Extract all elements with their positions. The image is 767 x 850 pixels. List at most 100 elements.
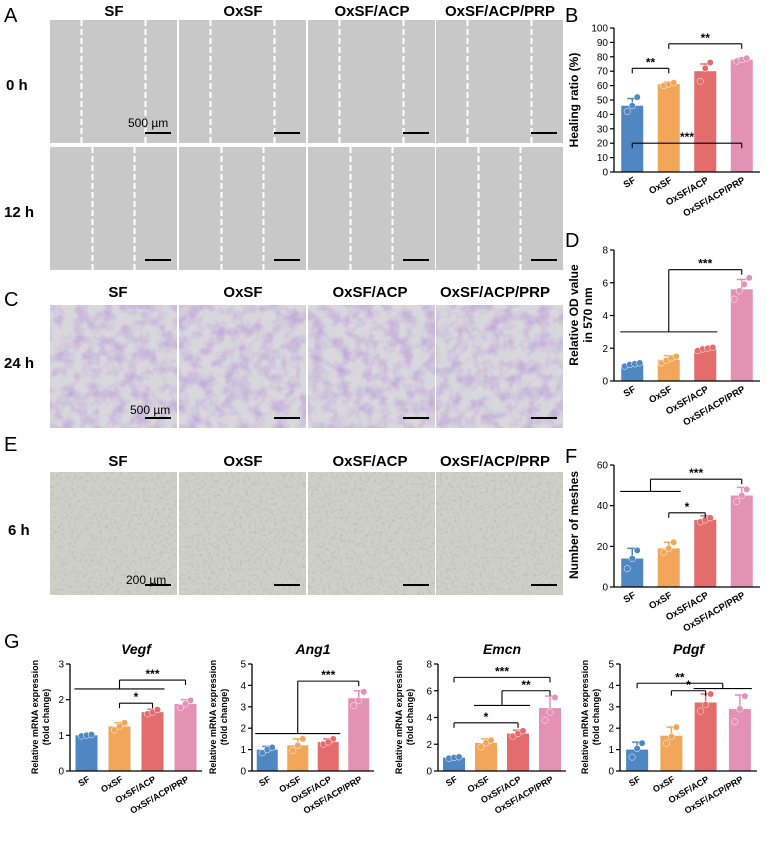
sig-label: *** [495, 664, 509, 678]
y-tick-label: 0 [608, 767, 614, 778]
bar-sf [626, 749, 649, 771]
bar-sf [75, 735, 98, 771]
micrograph-texture [179, 147, 306, 270]
micrograph-texture [436, 20, 563, 143]
x-tick-label: OxSF/ACP/PRP [681, 175, 747, 220]
data-point [706, 59, 714, 67]
y-axis-label: Relative mRNA expression [580, 660, 590, 774]
micrograph-texture [308, 20, 435, 143]
y-tick-label: 2 [602, 344, 608, 355]
panel-a-row-0h: 0 h [6, 77, 28, 94]
data-point [670, 538, 678, 546]
y-axis-label: (fold change) [219, 689, 229, 746]
panel-c-scale-label: 500 µm [130, 403, 170, 417]
y-tick-label: 60 [597, 81, 609, 92]
y-tick-label: 10 [597, 153, 609, 164]
y-tick-label: 2 [426, 740, 432, 751]
data-point [662, 739, 670, 747]
bar-oxsf-acp [507, 733, 529, 771]
y-axis-label: Number of meshes [567, 471, 581, 579]
bar-sf [621, 558, 644, 587]
bar-oxsf-acp-prp [730, 495, 753, 587]
sig-label: *** [680, 130, 694, 144]
sig-label: * [134, 690, 139, 704]
y-tick-label: 3 [58, 660, 64, 671]
data-point [623, 565, 631, 573]
bar-oxsf-acp-prp [730, 289, 753, 381]
x-tick-label: SF [444, 774, 459, 789]
x-tick-label: OxSF [647, 590, 674, 612]
micrograph-texture [308, 305, 435, 428]
y-tick-label: 0 [58, 767, 64, 778]
data-point [187, 696, 194, 704]
y-tick-label: 4 [426, 713, 432, 724]
y-tick-label: 40 [597, 110, 609, 121]
data-point [289, 747, 297, 755]
y-tick-label: 8 [426, 660, 432, 671]
y-tick-label: 0 [426, 767, 432, 778]
data-point [299, 735, 307, 743]
sig-label: *** [698, 257, 712, 271]
y-tick-label: 1 [58, 731, 64, 742]
data-point [177, 704, 184, 711]
sig-label: *** [145, 667, 159, 681]
sig-label: * [686, 678, 691, 692]
sig-label: *** [321, 668, 335, 682]
x-tick-label: SF [622, 590, 638, 606]
panel-c-images: SF OxSF OxSF/ACP OxSF/ACP/PRP 24 h 500 µ… [4, 284, 563, 428]
y-tick-label: 4 [240, 681, 246, 692]
data-point [741, 692, 749, 700]
bar-sf [621, 105, 644, 172]
y-tick-label: 5 [240, 660, 246, 671]
data-point [707, 690, 715, 698]
data-point [665, 544, 673, 552]
panel-a-header-oxsf-acp: OxSF/ACP [334, 3, 409, 20]
data-point [455, 753, 463, 761]
y-tick-label: 1 [608, 745, 614, 756]
y-tick-label: 2 [240, 724, 246, 735]
data-point [667, 733, 675, 741]
x-tick-label: SF [622, 384, 638, 400]
chart-title: Vegf [121, 641, 152, 657]
bar-oxsf-acp-prp [728, 708, 751, 771]
y-axis-label: Relative mRNA expression [394, 660, 404, 774]
data-point [541, 716, 549, 724]
bar-oxsf [657, 548, 680, 587]
bar-oxsf [657, 84, 680, 172]
micrograph-texture [308, 472, 435, 595]
micrograph-texture [179, 472, 306, 595]
x-tick-label: OxSF/ACP/PRP [493, 774, 555, 816]
chart-f: SF OxSFOxSF/ACPOxSF/ACP/PRP0204060Number … [567, 461, 760, 635]
y-tick-label: 6 [426, 686, 432, 697]
y-axis-label: Relative mRNA expression [208, 660, 218, 774]
bar-oxsf-acp [141, 712, 164, 771]
data-point [743, 485, 751, 493]
x-tick-label: OxSF [647, 384, 674, 406]
panel-e-scale-label: 200 µm [126, 573, 166, 587]
data-point [696, 77, 704, 85]
x-tick-label: OxSF/ACP/PRP [128, 774, 190, 816]
x-tick-label: OxSF/ACP/PRP [681, 590, 747, 635]
y-tick-label: 90 [597, 38, 609, 49]
data-point [633, 745, 641, 752]
panel-c-header-oxsf: OxSF [223, 284, 262, 301]
data-point [519, 727, 527, 735]
y-tick-label: 3 [608, 702, 614, 713]
data-point [735, 287, 743, 295]
y-tick-label: 20 [597, 139, 609, 150]
x-tick-label: OxSF [647, 175, 674, 197]
x-tick-label: SF [627, 774, 642, 789]
bar-oxsf [660, 735, 683, 771]
panel-e-row-6h: 6 h [8, 522, 30, 539]
x-tick-label: SF [622, 175, 638, 191]
y-tick-label: 50 [597, 96, 609, 107]
bar-oxsf-acp-prp [348, 698, 370, 771]
data-point [477, 743, 485, 751]
panel-e-header-sf: SF [108, 453, 127, 470]
sig-label: * [685, 500, 690, 514]
micrograph-texture [179, 305, 306, 428]
chart-title: Ang1 [295, 641, 331, 657]
y-tick-label: 100 [591, 24, 608, 35]
data-point [697, 707, 705, 715]
y-tick-label: 3 [240, 702, 246, 713]
